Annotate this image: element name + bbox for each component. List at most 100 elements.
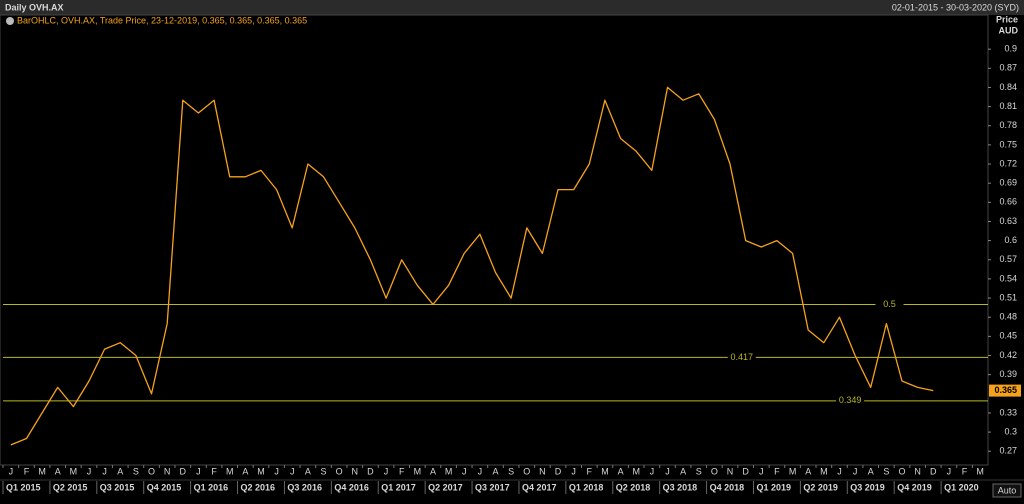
quarter-label: Q3 2016 [287,482,322,492]
date-range: 02-01-2015 - 30-03-2020 (SYD) [892,2,1019,12]
y-tick-label: 0.63 [999,216,1017,226]
x-tick-label: J [196,466,201,476]
header-bar [0,0,1024,15]
x-tick-label: F [399,466,405,476]
auto-button-label[interactable]: Auto [998,485,1017,495]
quarter-label: Q2 2015 [53,482,88,492]
quarter-label: Q4 2019 [897,482,932,492]
x-tick-label: D [367,466,374,476]
quarter-label: Q2 2018 [616,482,651,492]
price-line [10,86,934,446]
y-tick-label: 0.69 [999,178,1017,188]
last-price-label: 0.365 [994,385,1017,395]
x-tick-label: D [930,466,937,476]
x-tick-label: A [55,466,61,476]
x-tick-label: M [601,466,609,476]
x-tick-label: A [618,466,624,476]
last-price-tag [989,384,1021,397]
x-tick-label: F [24,466,30,476]
y-tick-label: 0.75 [999,139,1017,149]
quarter-label: Q3 2018 [663,482,698,492]
x-tick-label: A [680,466,686,476]
x-tick-label: J [837,466,842,476]
y-tick-label: 0.6 [1004,235,1017,245]
x-tick-label: A [492,466,498,476]
quarter-label: Q4 2015 [147,482,182,492]
quarter-label: Q1 2020 [944,482,979,492]
quarter-label: Q3 2019 [850,482,885,492]
level-label: 0.417 [730,352,753,362]
x-tick-label: O [336,466,343,476]
y-axis-unit: AUD [999,25,1019,35]
y-tick-label: 0.3 [1004,426,1017,436]
x-tick-label: D [180,466,187,476]
y-axis-title: Price [996,14,1018,24]
quarter-label: Q1 2019 [756,482,791,492]
x-tick-label: A [117,466,123,476]
x-tick-label: N [164,466,171,476]
y-tick-label: 0.57 [999,254,1017,264]
y-tick-label: 0.48 [999,312,1017,322]
x-tick-label: M [414,466,422,476]
x-tick-label: O [523,466,530,476]
x-tick-label: M [632,466,640,476]
y-tick-label: 0.84 [999,82,1017,92]
x-tick-label: F [211,466,217,476]
x-tick-label: A [430,466,436,476]
x-tick-label: M [70,466,78,476]
x-tick-label: D [742,466,749,476]
level-label-bg [875,299,904,310]
auto-button[interactable] [992,483,1022,498]
x-tick-label: M [226,466,234,476]
x-tick-label: J [9,466,14,476]
x-tick-label: S [321,466,327,476]
x-tick-label: O [899,466,906,476]
x-tick-label: J [478,466,483,476]
y-tick-label: 0.42 [999,350,1017,360]
plot-frame [0,14,989,466]
x-tick-label: J [290,466,295,476]
x-tick-label: J [947,466,952,476]
quarter-label: Q2 2019 [803,482,838,492]
x-tick-label: J [853,466,858,476]
quarter-label: Q1 2018 [569,482,604,492]
y-tick-label: 0.33 [999,407,1017,417]
y-tick-label: 0.66 [999,197,1017,207]
x-tick-label: S [883,466,889,476]
x-tick-label: J [759,466,764,476]
y-tick-label: 0.87 [999,63,1017,73]
y-tick-label: 0.72 [999,158,1017,168]
y-tick-label: 0.45 [999,331,1017,341]
y-tick-label: 0.78 [999,120,1017,130]
x-tick-label: J [650,466,655,476]
x-tick-label: D [555,466,562,476]
legend: BarOHLC, OVH.AX, Trade Price, 23-12-2019… [17,15,307,25]
y-tick-label: 0.39 [999,369,1017,379]
quarter-label: Q3 2015 [100,482,135,492]
quarter-label: Q3 2017 [475,482,510,492]
y-tick-label: 0.51 [999,292,1017,302]
x-tick-label: M [257,466,265,476]
x-tick-label: F [587,466,593,476]
x-tick-label: A [242,466,248,476]
x-tick-label: M [789,466,797,476]
x-tick-label: M [976,466,984,476]
x-tick-label: N [727,466,734,476]
x-tick-label: M [38,466,46,476]
x-tick-label: N [539,466,546,476]
x-tick-label: S [133,466,139,476]
x-tick-label: J [665,466,670,476]
x-tick-label: J [274,466,279,476]
legend-icon [6,17,14,25]
level-label: 0.349 [839,395,862,405]
x-tick-label: O [148,466,155,476]
level-label-bg [836,395,865,406]
x-tick-label: J [87,466,92,476]
y-tick-label: 0.81 [999,101,1017,111]
y-tick-label: 0.9 [1004,44,1017,54]
quarter-label: Q1 2016 [194,482,229,492]
quarter-label: Q4 2016 [334,482,369,492]
x-tick-label: N [352,466,359,476]
